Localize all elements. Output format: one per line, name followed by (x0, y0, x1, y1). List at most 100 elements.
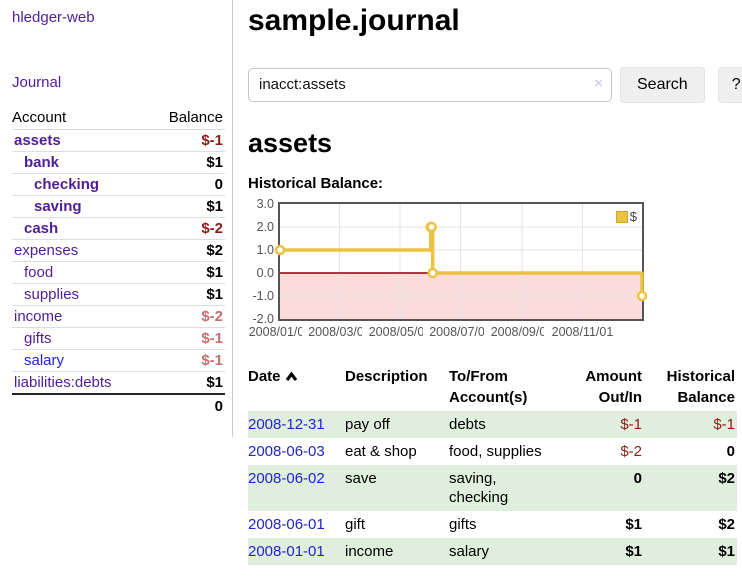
transaction-amount: $-2 (620, 443, 642, 461)
x-axis-tick-label: 2008/07/01 (422, 325, 499, 340)
transaction-accounts: food, supplies (449, 443, 542, 461)
legend-swatch-icon (615, 210, 628, 223)
accounts-total-spacer (12, 393, 150, 417)
transaction-amount: $1 (625, 543, 642, 561)
account-row: salary $-1 (12, 349, 225, 372)
register-row: 2008-12-31 pay off debts $-1 $-1 (248, 411, 737, 439)
sidebar-account-link[interactable]: gifts (24, 330, 52, 347)
sidebar-account-link[interactable]: assets (14, 132, 61, 149)
transaction-amount: $1 (625, 516, 642, 534)
col-description: Description (345, 368, 428, 386)
register-row: 2008-01-01 income salary $1 $1 (248, 538, 737, 566)
transaction-balance: $2 (718, 470, 735, 488)
account-row: food $1 (12, 261, 225, 284)
search-button[interactable]: Search (620, 66, 705, 103)
sidebar: hledger-web Journal Account Balance asse… (0, 0, 233, 437)
page-title: sample.journal (248, 4, 460, 37)
accounts-total-row: 0 (12, 393, 225, 417)
x-axis-tick-label: 2008/11/01 (544, 325, 621, 340)
account-row: bank $1 (12, 151, 225, 174)
account-balance: $1 (149, 261, 225, 284)
account-row: supplies $1 (12, 283, 225, 306)
legend-label: $ (629, 209, 637, 225)
main-content: sample.journal × Search ? assets Histori… (233, 0, 742, 566)
sidebar-account-link[interactable]: bank (24, 154, 60, 171)
sidebar-account-link[interactable]: expenses (14, 242, 79, 259)
sidebar-account-link[interactable]: liabilities:debts (14, 374, 112, 391)
sidebar-account-link[interactable]: saving (34, 198, 82, 215)
account-row: expenses $2 (12, 239, 225, 262)
chart-canvas (274, 204, 648, 320)
y-axis-tick-label: -1.0 (252, 289, 274, 304)
x-axis-tick-label: 2008/05/01 (362, 325, 438, 340)
transaction-balance: $-1 (713, 416, 735, 434)
chart-legend: $ (615, 209, 637, 225)
transaction-balance: 0 (726, 443, 735, 461)
sidebar-account-link[interactable]: cash (24, 220, 59, 237)
register-header-row: Date Description To/From Account(s) Amoun… (248, 363, 737, 411)
col-amount: Amount Out/In (585, 368, 642, 407)
transaction-accounts: gifts (449, 516, 477, 534)
y-axis-tick-label: 3.0 (256, 197, 274, 212)
x-axis-tick-label: 2008/01/01 (242, 325, 318, 340)
search-input[interactable] (248, 67, 612, 102)
sidebar-account-link[interactable]: income (14, 308, 63, 325)
transaction-date-link[interactable]: 2008-12-31 (248, 416, 325, 434)
transaction-balance: $1 (718, 543, 735, 561)
clear-search-icon[interactable]: × (594, 74, 603, 92)
col-date[interactable]: Date (248, 363, 345, 411)
register-row: 2008-06-02 save saving, checking 0 $2 (248, 465, 737, 512)
col-tofrom: To/From Account(s) (449, 368, 528, 407)
account-balance: $-1 (149, 349, 225, 372)
y-axis-tick-label: -2.0 (252, 312, 274, 327)
search-box: × (248, 67, 612, 102)
help-button[interactable]: ? (717, 66, 742, 103)
app-title-link[interactable]: hledger-web (12, 9, 95, 26)
col-balance: Historical Balance (666, 368, 735, 407)
sidebar-account-link[interactable]: salary (24, 352, 65, 369)
account-row: cash $-2 (12, 217, 225, 240)
account-row: checking 0 (12, 173, 225, 196)
transaction-amount: $-1 (620, 416, 642, 434)
account-row: saving $1 (12, 195, 225, 218)
register-row: 2008-06-01 gift gifts $1 $2 (248, 511, 737, 538)
x-axis-tick-label: 2008/09/01 (483, 325, 560, 340)
sidebar-item-journal[interactable]: Journal (12, 74, 62, 91)
transaction-date-link[interactable]: 2008-01-01 (248, 543, 325, 561)
accounts-total-value: 0 (149, 393, 225, 417)
sidebar-account-link[interactable]: checking (34, 176, 100, 193)
chart-label: Historical Balance: (248, 175, 384, 193)
transaction-description: gift (345, 516, 366, 534)
account-balance: $-1 (149, 327, 225, 350)
account-row: assets $-1 (12, 129, 225, 152)
transaction-description: eat & shop (345, 443, 417, 461)
transaction-amount: 0 (633, 470, 642, 488)
accounts-col-balance: Balance (149, 107, 225, 130)
sidebar-account-link[interactable]: food (24, 264, 54, 281)
app-layout: hledger-web Journal Account Balance asse… (0, 0, 742, 566)
transaction-balance: $2 (718, 516, 735, 534)
accounts-table: Account Balance assets $-1 bank $1 checking 0… (12, 107, 225, 417)
sort-ascending-icon (285, 367, 298, 388)
transaction-accounts: salary (449, 543, 490, 561)
chart-x-axis: 2008/01/01 2008/03/01 2008/05/01 2008/07/01… (242, 325, 668, 341)
transaction-description: save (345, 470, 377, 488)
accounts-header-row: Account Balance (12, 107, 225, 130)
transaction-description: income (345, 543, 394, 561)
chart-plot: $ (274, 202, 648, 322)
y-axis-tick-label: 0.0 (256, 266, 274, 281)
account-row: gifts $-1 (12, 327, 225, 350)
transaction-date-link[interactable]: 2008-06-02 (248, 470, 325, 488)
account-row: liabilities:debts $1 (12, 371, 225, 395)
account-balance: $1 (149, 283, 225, 306)
sidebar-account-link[interactable]: supplies (24, 286, 80, 303)
register-row: 2008-06-03 eat & shop food, supplies $-2 0 (248, 438, 737, 465)
account-row: income $-2 (12, 305, 225, 328)
transaction-date-link[interactable]: 2008-06-01 (248, 516, 325, 534)
transaction-date-link[interactable]: 2008-06-03 (248, 443, 325, 461)
search-row: × Search ? (248, 66, 742, 103)
y-axis-tick-label: 1.0 (256, 243, 274, 258)
transaction-accounts: saving, checking (449, 470, 509, 507)
account-balance: $1 (149, 195, 225, 218)
accounts-col-account: Account (12, 107, 150, 130)
